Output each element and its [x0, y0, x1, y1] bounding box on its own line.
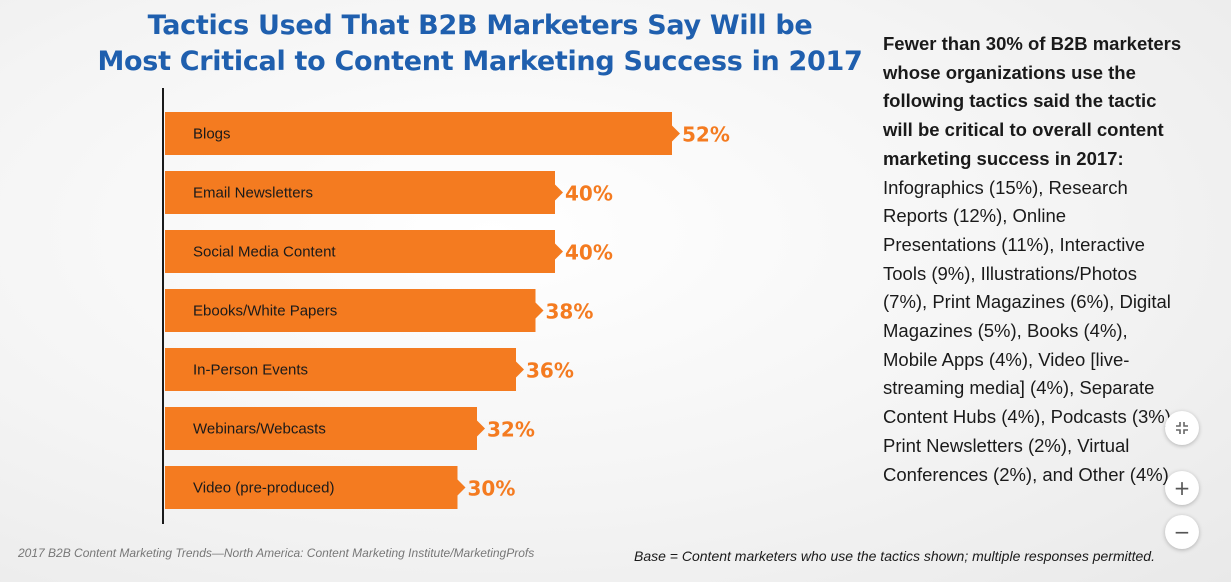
value-label: 52% — [682, 123, 730, 147]
bar — [165, 466, 466, 509]
category-label: Blogs — [193, 126, 231, 143]
category-label: Email Newsletters — [193, 185, 313, 202]
bar-chart: Blogs 52% Email Newsletters 40% Social Media… — [162, 88, 730, 524]
sidebar-lead: Fewer than 30% of B2B marketers whose or… — [883, 33, 1182, 169]
category-label: In-Person Events — [193, 362, 308, 379]
chart-title-line-1: Tactics Used That B2B Marketers Say Will… — [147, 10, 813, 41]
value-label: 30% — [468, 477, 516, 501]
bar — [165, 289, 544, 332]
value-label: 40% — [565, 182, 613, 206]
chart-title: Tactics Used That B2B Marketers Say Will… — [60, 8, 900, 80]
fit-screen-icon — [1176, 422, 1188, 434]
bar — [165, 171, 563, 214]
value-label: 36% — [526, 359, 574, 383]
bar — [165, 112, 680, 155]
base-note: Base = Content marketers who use the tac… — [634, 548, 1155, 564]
zoom-in-button[interactable]: + — [1165, 471, 1199, 505]
zoom-out-button[interactable]: − — [1165, 515, 1199, 549]
fit-screen-button[interactable] — [1165, 411, 1199, 445]
bar — [165, 348, 524, 391]
value-label: 32% — [487, 418, 535, 442]
chart-title-line-2: Most Critical to Content Marketing Succe… — [97, 46, 863, 77]
source-citation: 2017 B2B Content Marketing Trends—North … — [18, 546, 535, 560]
bar — [165, 407, 485, 450]
category-label: Webinars/Webcasts — [193, 421, 326, 438]
category-label: Ebooks/White Papers — [193, 303, 337, 320]
sidebar-body: Infographics (15%), Research Reports (12… — [883, 176, 1177, 485]
value-label: 38% — [546, 300, 594, 324]
sidebar-note: Fewer than 30% of B2B marketers whose or… — [883, 30, 1183, 489]
category-label: Video (pre-produced) — [193, 480, 334, 497]
value-label: 40% — [565, 241, 613, 265]
bar — [165, 230, 563, 273]
category-label: Social Media Content — [193, 244, 336, 261]
